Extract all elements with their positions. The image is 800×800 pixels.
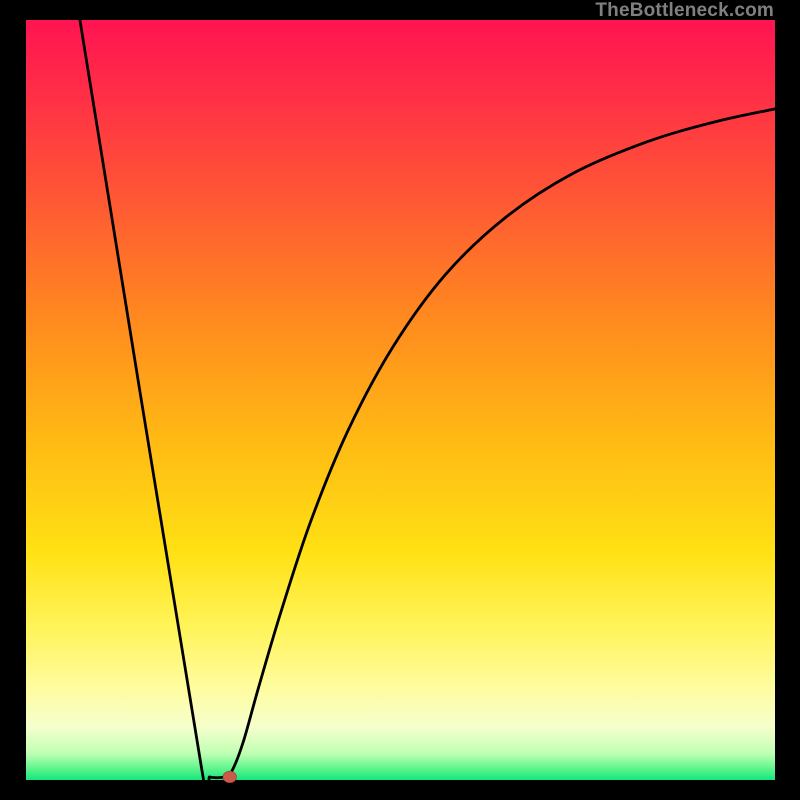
minimum-marker (223, 771, 236, 782)
bottleneck-chart (0, 0, 800, 800)
watermark-text: TheBottleneck.com (595, 0, 774, 22)
plot-background (26, 20, 775, 780)
chart-stage: TheBottleneck.com (0, 0, 800, 800)
